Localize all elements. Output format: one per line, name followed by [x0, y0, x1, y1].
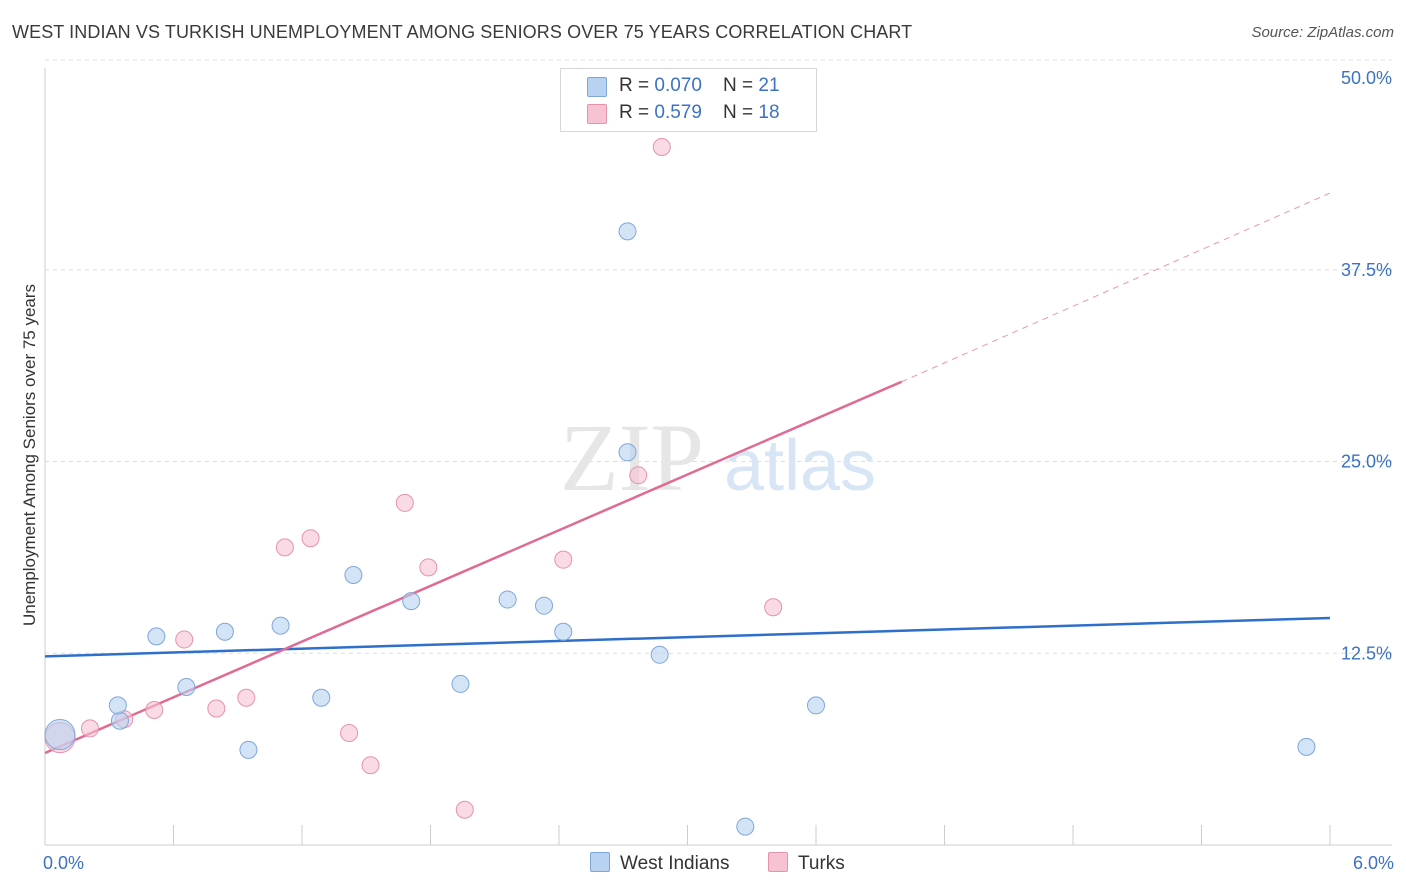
turks-point — [207, 699, 226, 718]
west-indians-point — [239, 740, 258, 759]
turks-swatch — [587, 104, 607, 124]
west-indians-r-label: R = — [619, 75, 655, 96]
turks-point — [395, 493, 414, 512]
west-indians-point — [344, 566, 363, 585]
turks-r-label: R = — [619, 102, 655, 123]
turks-point — [764, 598, 783, 617]
turks-legend-label: Turks — [798, 853, 845, 874]
turks-point — [652, 138, 671, 157]
west-indians-point — [44, 719, 76, 751]
west-indians-point — [177, 677, 196, 696]
y-tick-label: 37.5% — [1341, 260, 1392, 280]
turks-point — [419, 558, 438, 577]
turks-point — [80, 719, 99, 738]
west-indians-swatch — [587, 77, 607, 97]
y-tick-label: 25.0% — [1341, 452, 1392, 472]
west-indians-point — [312, 688, 331, 707]
west-indians-n-value: 21 — [758, 75, 780, 96]
west-indians-point — [650, 645, 669, 664]
x-tick-label: 0.0% — [43, 853, 84, 873]
west-indians-point — [451, 674, 470, 693]
west-indians-point — [110, 711, 129, 730]
axes — [44, 68, 1392, 846]
west-indians-point — [271, 616, 290, 635]
data-points — [44, 138, 1316, 836]
watermark-atlas: atlas — [724, 426, 876, 506]
turks-trend-line — [44, 380, 903, 755]
turks-point — [237, 688, 256, 707]
west-indians-point — [535, 596, 554, 615]
west-indians-legend-swatch — [590, 852, 610, 872]
west-indians-point — [618, 222, 637, 241]
turks-point — [145, 701, 164, 720]
bottom-legend-west-indians: West Indians — [590, 852, 729, 875]
turks-point — [455, 800, 474, 819]
turks-n-label: N = — [723, 102, 759, 123]
turks-point — [301, 529, 320, 548]
chart-title: WEST INDIAN VS TURKISH UNEMPLOYMENT AMON… — [12, 22, 913, 42]
stats-legend: R = 0.070 N = 21 R = 0.579 N = 18 — [560, 68, 817, 132]
source-label: Source: ZipAtlas.com — [1251, 24, 1394, 41]
west-indians-point — [1297, 737, 1316, 756]
turks-point — [554, 550, 573, 569]
west-indians-trend-line — [44, 616, 1331, 658]
west-indians-point — [108, 696, 127, 715]
y-tick-label: 12.5% — [1341, 643, 1392, 663]
turks-trend-extension — [901, 192, 1331, 383]
x-tick-label: 6.0% — [1353, 853, 1394, 873]
turks-point — [361, 756, 380, 775]
west-indians-n-label: N = — [723, 75, 759, 96]
west-indians-point — [498, 590, 517, 609]
y-tick-label: 50.0% — [1341, 68, 1392, 88]
west-indians-legend-label: West Indians — [620, 853, 730, 874]
turks-point — [275, 538, 294, 557]
turks-n-value: 18 — [758, 102, 780, 123]
grid-lines — [45, 59, 1392, 654]
watermark: ZIP atlas — [560, 404, 876, 511]
turks-legend-swatch — [768, 852, 788, 872]
west-indians-point — [215, 622, 234, 641]
west-indians-point — [736, 817, 755, 836]
west-indians-point — [618, 443, 637, 462]
y-axis-label: Unemployment Among Seniors over 75 years — [20, 284, 39, 626]
tick-labels: 12.5% 25.0% 37.5% 50.0% 0.0% 6.0% — [43, 68, 1394, 873]
west-indians-point — [554, 622, 573, 641]
turks-point — [629, 466, 648, 485]
bottom-legend-turks: Turks — [768, 852, 845, 875]
west-indians-point — [402, 592, 421, 611]
turks-point — [175, 630, 194, 649]
west-indians-point — [807, 696, 825, 715]
turks-r-value: 0.579 — [654, 102, 702, 123]
west-indians-r-value: 0.070 — [654, 75, 702, 96]
turks-point — [340, 724, 359, 743]
west-indians-point — [147, 627, 166, 646]
